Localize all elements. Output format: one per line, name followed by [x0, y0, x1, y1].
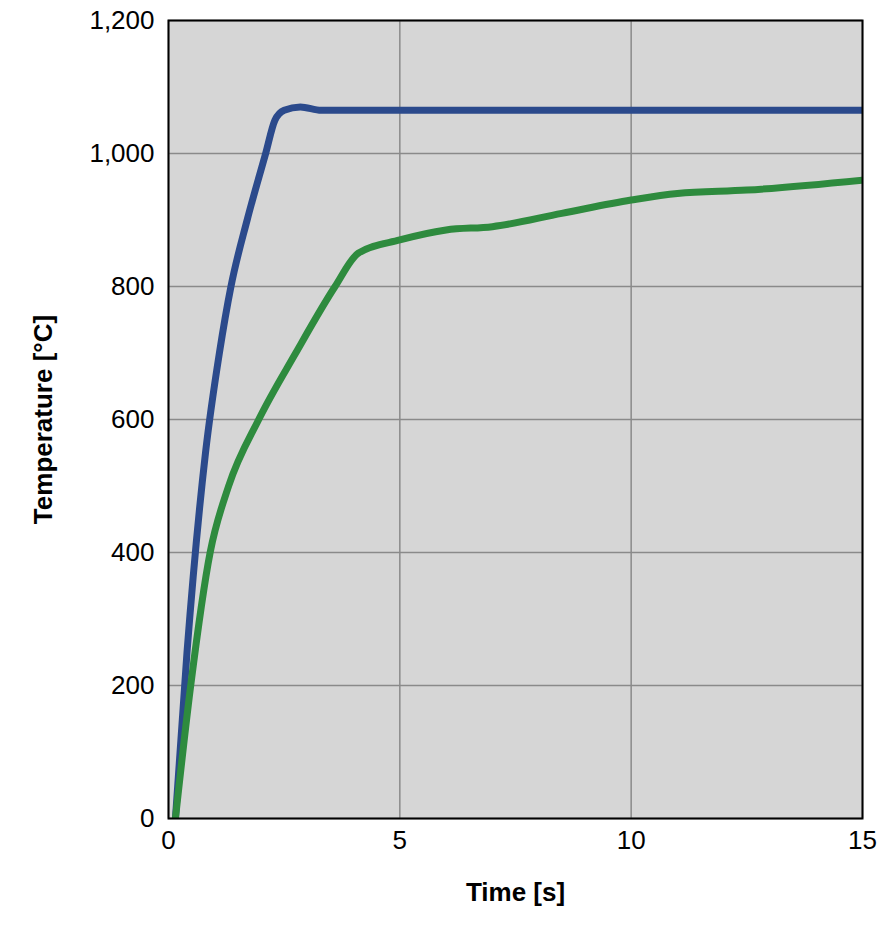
- svg-text:800: 800: [111, 271, 154, 301]
- svg-text:1,000: 1,000: [89, 138, 154, 168]
- svg-text:15: 15: [848, 825, 877, 855]
- svg-text:600: 600: [111, 404, 154, 434]
- svg-text:5: 5: [393, 825, 407, 855]
- svg-text:0: 0: [161, 825, 175, 855]
- svg-text:10: 10: [617, 825, 646, 855]
- svg-text:1,200: 1,200: [89, 5, 154, 35]
- svg-text:Temperature [°C]: Temperature [°C]: [28, 315, 58, 524]
- svg-text:200: 200: [111, 670, 154, 700]
- svg-text:0: 0: [140, 803, 154, 833]
- svg-text:400: 400: [111, 537, 154, 567]
- svg-text:Time [s]: Time [s]: [466, 877, 565, 907]
